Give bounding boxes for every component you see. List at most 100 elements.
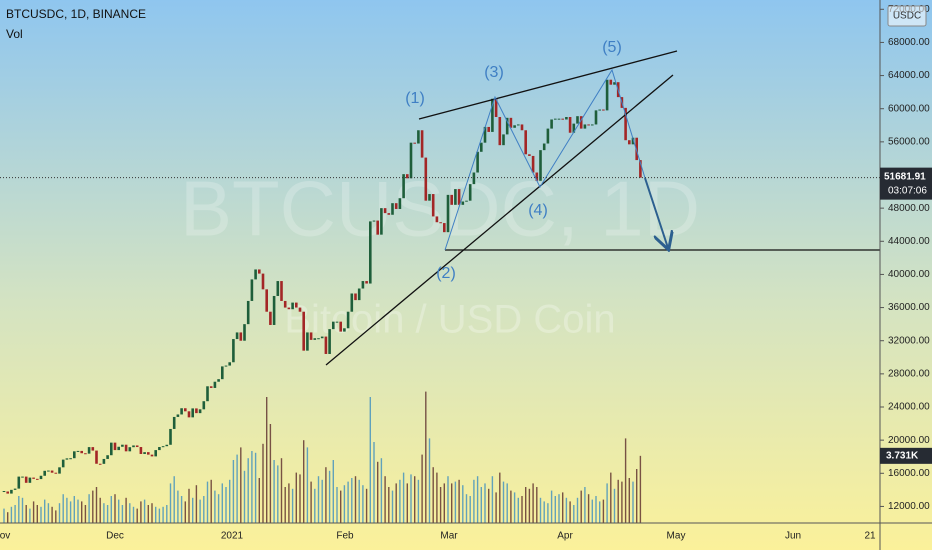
candle-body [524, 130, 527, 155]
candle-body [187, 411, 191, 418]
volume-bar [69, 501, 72, 523]
candle-body [76, 450, 80, 452]
candle-body [509, 117, 513, 128]
volume-bar [591, 499, 593, 523]
volume-bar [44, 499, 46, 523]
candle-body [346, 311, 350, 329]
volume-bar [454, 481, 457, 523]
volume-bar [254, 452, 257, 523]
currency-box[interactable] [887, 5, 927, 27]
last-price-box [880, 167, 932, 200]
x-tick-label: Feb [336, 531, 354, 542]
candle-body [169, 428, 172, 445]
volume-bar [436, 472, 438, 523]
projection-arrow [644, 177, 668, 248]
volume-bar [532, 483, 534, 523]
y-tick-label: 40000.00 [888, 269, 930, 280]
volume-bar [143, 499, 146, 523]
y-tick-label: 36000.00 [888, 302, 930, 313]
candle-body [232, 339, 235, 363]
candle-body [579, 116, 583, 129]
volume-bar [499, 472, 501, 523]
volume-label-box [880, 447, 932, 464]
candle-body [406, 174, 409, 179]
candle-body [594, 110, 598, 125]
volume-bar [247, 458, 249, 523]
candle-body [147, 452, 150, 455]
volume-bar [47, 503, 50, 523]
volume-bar [428, 438, 431, 523]
candle-body [328, 329, 331, 354]
candle-body [309, 332, 313, 340]
countdown-label: 03:07:06 [888, 185, 927, 196]
volume-bar [365, 488, 368, 523]
candle-body [550, 119, 553, 129]
y-tick-label: 12000.00 [888, 501, 930, 512]
lower-trendline [325, 74, 674, 366]
volume-bar [388, 487, 390, 523]
candle-body [261, 273, 265, 290]
volume-bar [184, 501, 186, 523]
candle-body [472, 172, 476, 185]
volume-label: 3.731K [886, 450, 919, 461]
candle-body [487, 126, 490, 132]
volume-bar [495, 492, 497, 523]
symbol-title: BTCUSDC, 1D, BINANCE [6, 7, 146, 21]
candle-body [80, 450, 83, 454]
x-tick-label: Dec [106, 531, 124, 542]
candle-body [343, 328, 346, 332]
candle-body [468, 184, 472, 201]
candle-body [28, 477, 32, 483]
volume-bar [328, 470, 331, 523]
volume-bar [351, 478, 353, 523]
volume-bar [36, 505, 38, 523]
x-tick-label: Mar [440, 531, 458, 542]
candle-body [443, 223, 446, 233]
volume-bar [221, 483, 223, 523]
candle-body [184, 408, 187, 412]
volume-bar [340, 490, 342, 523]
candle-body [10, 489, 13, 494]
x-tick-label: 2021 [221, 531, 244, 542]
volume-bar [480, 487, 482, 523]
wave-label: (2) [436, 265, 456, 282]
volume-bar [525, 487, 527, 523]
candle-body [609, 79, 613, 85]
volume-bar [447, 476, 449, 523]
volume-bar [569, 501, 571, 523]
candle-body [531, 155, 535, 173]
volume-bar [229, 479, 231, 523]
volume-bar [314, 488, 316, 523]
volume-bar [236, 454, 238, 523]
volume-bar [295, 472, 297, 523]
volume-bar [462, 485, 464, 523]
volume-bar [3, 508, 5, 523]
volume-bar [192, 497, 194, 523]
volume-bar [406, 483, 408, 523]
volume-bar [188, 488, 190, 523]
candle-body [494, 98, 498, 117]
candle-body [13, 488, 17, 490]
volume-bar [258, 478, 260, 523]
volume-bar [169, 483, 172, 523]
volume-bar [177, 490, 179, 523]
volume-bar [240, 447, 242, 523]
candle-body [143, 452, 146, 454]
volume-bar [539, 497, 542, 523]
currency-label[interactable]: USDC [893, 11, 921, 22]
volume-bar [325, 467, 327, 523]
candle-body [302, 311, 305, 351]
candle-body [557, 118, 561, 120]
volume-bar [528, 488, 531, 523]
volume-bar [51, 506, 53, 523]
candle-body [624, 107, 627, 141]
candle-body [209, 386, 213, 388]
candle-body [383, 208, 387, 214]
candle-body [602, 109, 605, 111]
candle-body [61, 459, 65, 468]
candle-body [113, 442, 117, 451]
volume-bar [336, 487, 338, 523]
volume-bar [488, 488, 490, 523]
volume-bar [180, 496, 183, 523]
candle-body [6, 491, 9, 494]
